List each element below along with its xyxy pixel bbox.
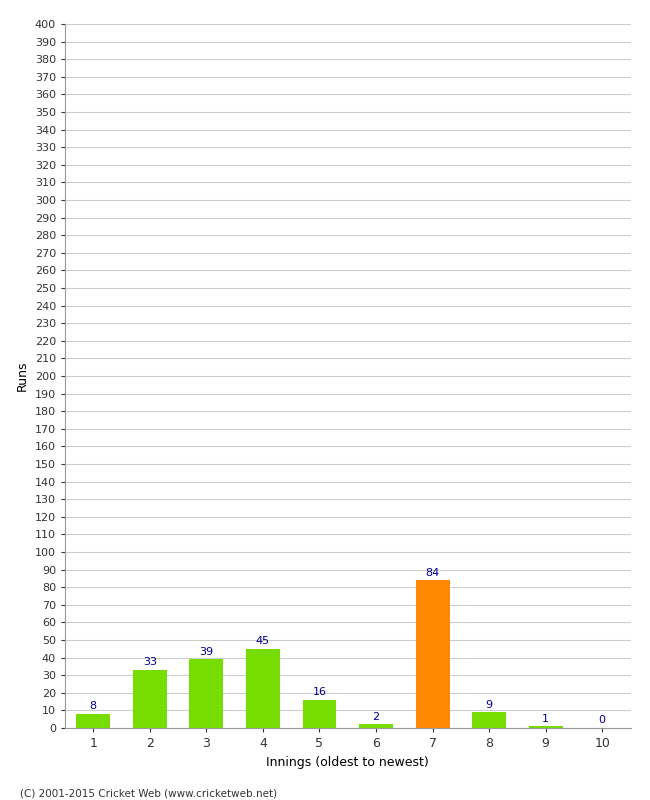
Bar bbox=[246, 649, 280, 728]
Bar bbox=[359, 725, 393, 728]
Text: (C) 2001-2015 Cricket Web (www.cricketweb.net): (C) 2001-2015 Cricket Web (www.cricketwe… bbox=[20, 788, 277, 798]
Text: 2: 2 bbox=[372, 712, 380, 722]
Bar bbox=[133, 670, 167, 728]
Text: 39: 39 bbox=[200, 646, 213, 657]
X-axis label: Innings (oldest to newest): Innings (oldest to newest) bbox=[266, 755, 429, 769]
Text: 16: 16 bbox=[313, 687, 326, 698]
Text: 33: 33 bbox=[143, 658, 157, 667]
Text: 0: 0 bbox=[599, 715, 606, 726]
Text: 84: 84 bbox=[426, 567, 439, 578]
Bar bbox=[189, 659, 224, 728]
Bar bbox=[528, 726, 563, 728]
Text: 1: 1 bbox=[542, 714, 549, 724]
Text: 45: 45 bbox=[256, 636, 270, 646]
Text: 9: 9 bbox=[486, 699, 493, 710]
Bar bbox=[302, 700, 337, 728]
Text: 8: 8 bbox=[90, 702, 97, 711]
Bar bbox=[415, 580, 450, 728]
Bar bbox=[472, 712, 506, 728]
Bar bbox=[76, 714, 111, 728]
Y-axis label: Runs: Runs bbox=[16, 361, 29, 391]
